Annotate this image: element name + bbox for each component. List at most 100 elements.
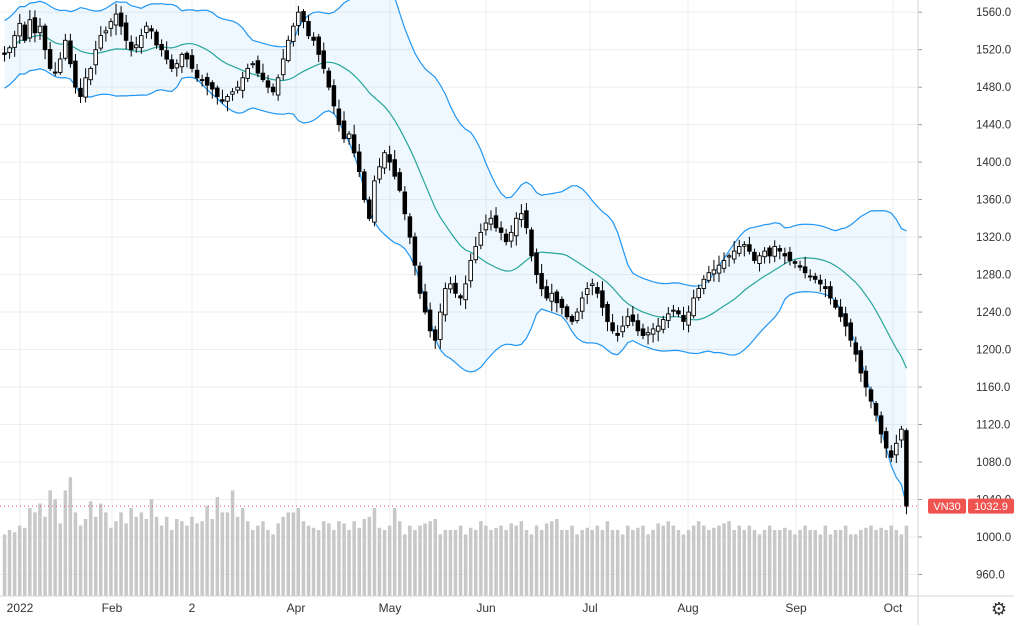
- candle: [807, 269, 813, 282]
- volume-bar: [58, 523, 62, 596]
- candle: [883, 427, 889, 458]
- volume-bar: [595, 525, 600, 596]
- candle: [367, 196, 372, 221]
- candle: [356, 143, 362, 178]
- candle: [742, 241, 747, 257]
- candle-body: [863, 370, 869, 388]
- candle-body: [883, 431, 889, 449]
- volume-bar: [762, 530, 767, 596]
- candle: [584, 282, 590, 305]
- candle-body: [610, 322, 615, 332]
- volume-bar: [772, 530, 777, 596]
- candle-body: [650, 328, 656, 335]
- candle: [696, 284, 701, 301]
- candle: [37, 18, 43, 40]
- candle: [83, 68, 88, 103]
- candle: [397, 168, 402, 193]
- candle-body: [600, 290, 605, 308]
- y-tick-label: 1400.0: [976, 157, 1011, 169]
- candle: [42, 23, 48, 60]
- volume-bar: [210, 519, 214, 596]
- price-axis[interactable]: 960.01000.01040.01080.01120.01160.01200.…: [917, 0, 1011, 625]
- volume-bar: [534, 525, 539, 596]
- candle-body: [488, 217, 494, 225]
- volume-bar: [332, 530, 336, 596]
- candle-body: [590, 283, 595, 286]
- candle: [579, 291, 585, 319]
- candle-body: [417, 265, 423, 294]
- candle-body: [438, 311, 443, 340]
- volume-bar: [524, 530, 529, 596]
- time-axis[interactable]: 2022 Feb 2 Apr May Jun Jul Aug Sep Oct: [0, 595, 1014, 615]
- candle-body: [888, 450, 894, 458]
- candle: [47, 41, 53, 71]
- candle-body: [179, 53, 185, 68]
- volume-bar: [438, 534, 442, 596]
- candle: [716, 255, 722, 282]
- candle: [762, 247, 767, 264]
- volume-bar: [453, 530, 458, 596]
- candle-body: [407, 216, 413, 238]
- candle: [291, 22, 296, 47]
- candle-body: [711, 269, 717, 275]
- volume-bar: [818, 534, 823, 596]
- y-tick-label: 1240.0: [976, 307, 1011, 319]
- volume-bar: [879, 527, 883, 596]
- volume-bar: [433, 519, 437, 596]
- candle: [280, 48, 286, 81]
- candle-body: [564, 306, 570, 318]
- volume-bar: [185, 525, 189, 596]
- volume-bar: [418, 525, 422, 596]
- x-tick-label: May: [379, 601, 402, 615]
- chart-settings-button[interactable]: ⚙: [988, 598, 1010, 620]
- volume-bar: [311, 527, 316, 596]
- candle-body: [63, 39, 68, 59]
- candle-body: [752, 251, 757, 261]
- candle: [448, 276, 453, 294]
- candle-body: [199, 79, 205, 82]
- candle: [225, 94, 230, 112]
- y-tick-label: 1480.0: [976, 82, 1011, 94]
- volume-bar: [225, 512, 230, 596]
- candle: [671, 304, 676, 317]
- candle: [519, 204, 524, 228]
- volume-bar: [727, 521, 731, 596]
- candle: [549, 283, 554, 312]
- volume-bar: [327, 523, 331, 596]
- volume-bar: [605, 521, 610, 596]
- candle-body: [265, 80, 271, 88]
- candle-body: [787, 251, 793, 262]
- candle: [848, 318, 853, 347]
- candle: [260, 63, 266, 83]
- candle: [78, 78, 83, 103]
- candle-body: [904, 430, 909, 507]
- candle-body: [792, 261, 798, 264]
- candle: [443, 282, 448, 322]
- volume-bar: [474, 530, 478, 596]
- volume-bar: [539, 530, 544, 596]
- candle-body: [235, 86, 240, 91]
- candle-body: [184, 52, 190, 60]
- volume-bar: [570, 525, 574, 596]
- candle: [245, 63, 250, 82]
- candle-body: [529, 229, 534, 257]
- candle-body: [630, 314, 636, 322]
- candle: [402, 186, 408, 221]
- candle: [463, 275, 468, 309]
- candle-body: [498, 227, 504, 233]
- candle: [615, 325, 620, 342]
- candle-body: [757, 255, 762, 264]
- candle: [438, 303, 443, 349]
- volume-bar: [347, 530, 351, 596]
- volume-bar: [448, 530, 453, 596]
- candle: [118, 6, 124, 35]
- candle: [128, 35, 134, 57]
- candle-body: [812, 275, 818, 280]
- volume-bar: [732, 530, 736, 596]
- candle-body: [103, 30, 109, 34]
- candle-body: [514, 217, 519, 237]
- volume-bar: [403, 534, 407, 596]
- candle-body: [625, 316, 631, 326]
- candle-body: [584, 288, 590, 295]
